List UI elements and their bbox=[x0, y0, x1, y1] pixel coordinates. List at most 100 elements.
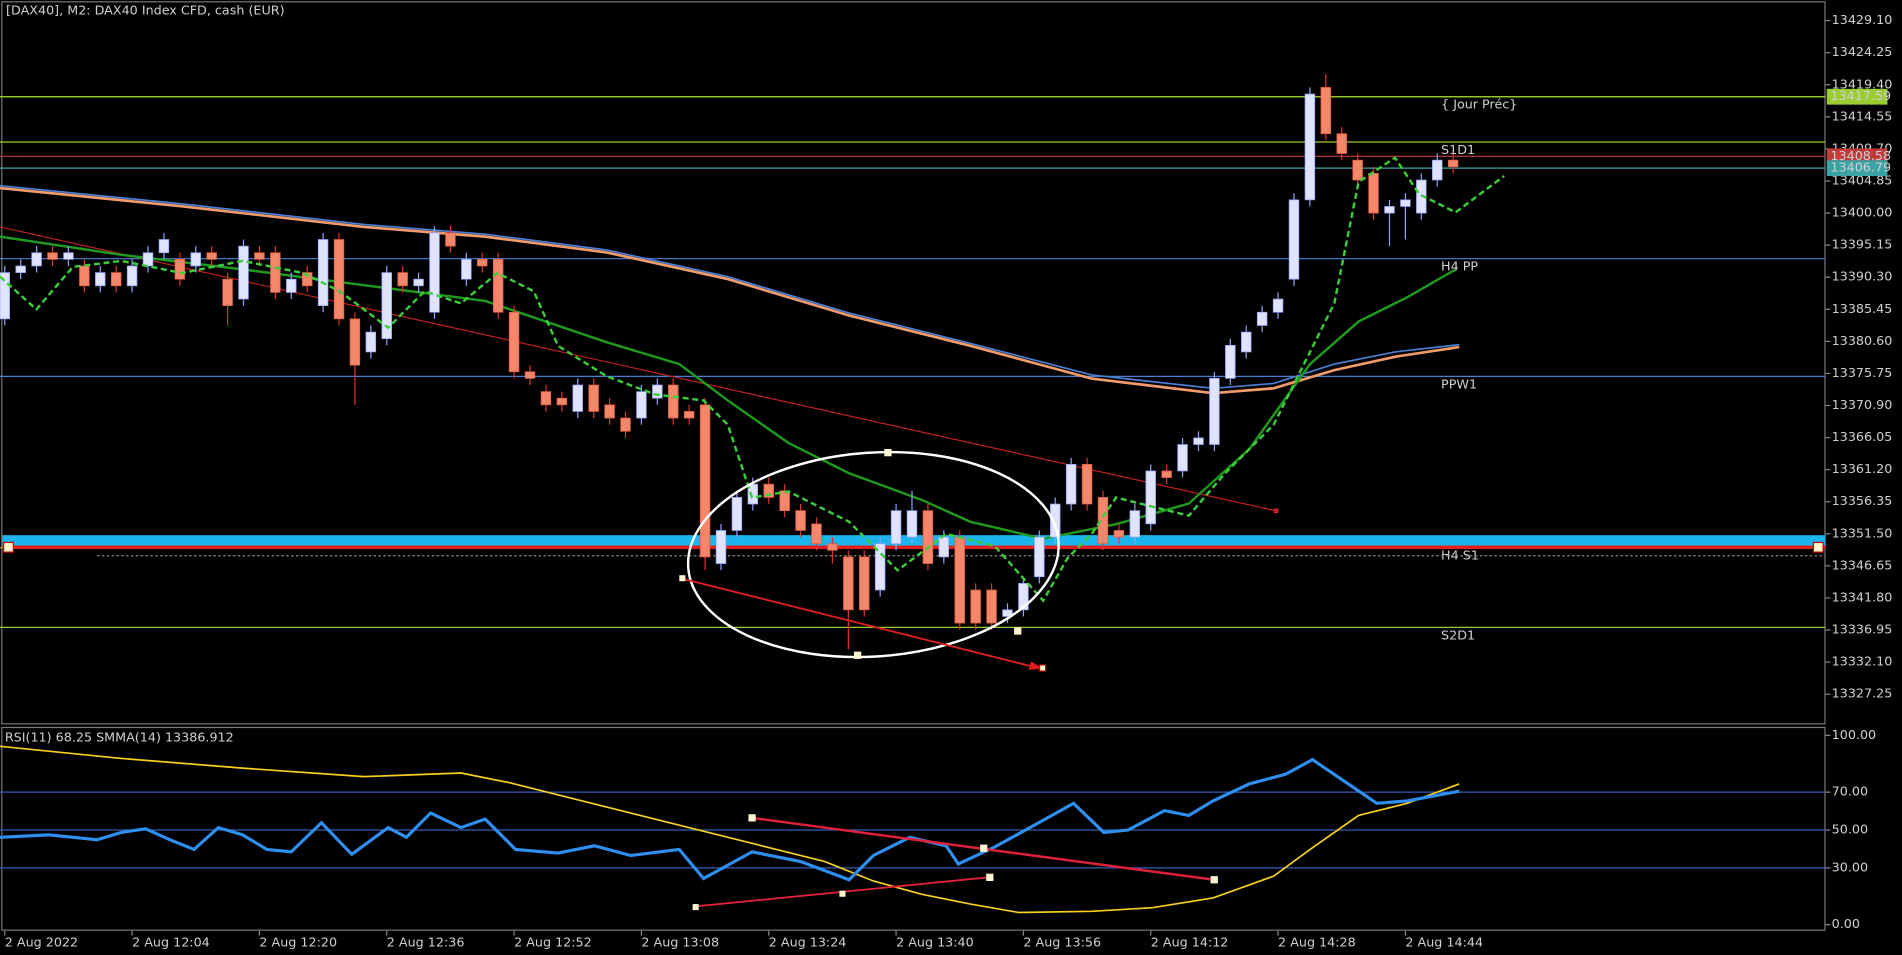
y-tick-label: 13390.30 bbox=[1832, 270, 1893, 285]
y-tick-label: 13332.10 bbox=[1832, 655, 1893, 670]
rsi-pane-frame bbox=[1, 726, 1826, 931]
candle-body bbox=[1145, 470, 1156, 525]
x-tick-label: 2 Aug 13:40 bbox=[896, 935, 974, 950]
handle bbox=[1014, 627, 1022, 635]
candle-body bbox=[508, 311, 520, 373]
candle-body bbox=[1336, 133, 1347, 154]
price-tag-label: 13408.58 bbox=[1830, 149, 1891, 164]
moving-average bbox=[0, 184, 1460, 390]
candle-body bbox=[445, 232, 456, 247]
rsi-line bbox=[0, 757, 1460, 882]
fast-average bbox=[0, 156, 1505, 603]
x-tick-label: 2 Aug 14:44 bbox=[1405, 935, 1483, 950]
candle-body bbox=[795, 510, 806, 531]
trend-line bbox=[0, 226, 1277, 512]
candle-body bbox=[556, 397, 568, 406]
y-tick-label: 13395.15 bbox=[1832, 238, 1893, 253]
rsi-tick-label: 0.00 bbox=[1832, 917, 1860, 932]
level-label: { Jour Préc} bbox=[1441, 98, 1517, 113]
candle-body bbox=[731, 497, 743, 531]
candle-body bbox=[1225, 344, 1236, 379]
y-tick-label: 13429.10 bbox=[1832, 13, 1893, 28]
candle-body bbox=[890, 510, 902, 545]
candle-body bbox=[1065, 463, 1077, 505]
candle-body bbox=[110, 272, 122, 287]
candle-body bbox=[15, 265, 26, 273]
candle-body bbox=[970, 589, 981, 624]
candle-body bbox=[349, 318, 361, 366]
handle bbox=[748, 814, 756, 822]
level-label: H4 PP bbox=[1441, 260, 1478, 275]
axes: 13429.1013424.2513419.4013414.5513409.70… bbox=[4, 13, 1893, 950]
candle-body bbox=[1241, 331, 1252, 353]
x-tick-label: 2 Aug 13:08 bbox=[641, 935, 719, 950]
candle-body bbox=[1209, 378, 1220, 445]
candle-body bbox=[668, 384, 679, 419]
candle-body bbox=[1368, 173, 1379, 214]
handle bbox=[1210, 876, 1218, 884]
level-label: H4 S1 bbox=[1441, 549, 1479, 564]
candle-body bbox=[1002, 609, 1013, 617]
candle-body bbox=[190, 252, 201, 267]
candle-body bbox=[1272, 298, 1284, 313]
x-tick-label: 2 Aug 13:24 bbox=[769, 935, 847, 950]
level-label: PPW1 bbox=[1441, 377, 1477, 392]
candle-body bbox=[1384, 206, 1395, 214]
y-tick-label: 13327.25 bbox=[1832, 687, 1893, 702]
candle-body bbox=[683, 411, 695, 419]
price-tag bbox=[1826, 148, 1888, 165]
moving-average bbox=[0, 186, 1460, 395]
y-tick-label: 13385.45 bbox=[1832, 302, 1893, 317]
candle-body bbox=[1432, 159, 1443, 181]
x-tick-label: 2 Aug 12:36 bbox=[387, 935, 465, 950]
x-tick-label: 2 Aug 12:04 bbox=[132, 935, 210, 950]
candle-body bbox=[79, 265, 90, 287]
y-tick-label: 13400.00 bbox=[1832, 206, 1893, 221]
ellipse-annotation bbox=[686, 450, 1060, 659]
candle-body bbox=[333, 239, 345, 320]
candle-body bbox=[254, 252, 265, 260]
candle-body bbox=[604, 404, 615, 419]
handle bbox=[679, 575, 686, 582]
candle-body bbox=[270, 252, 281, 293]
candle-body bbox=[540, 391, 552, 406]
candle-body bbox=[906, 510, 918, 538]
handle bbox=[839, 890, 846, 897]
candle-body bbox=[1193, 437, 1204, 445]
y-tick-label: 13424.25 bbox=[1832, 45, 1893, 60]
rsi-tick-label: 30.00 bbox=[1832, 860, 1868, 875]
x-tick-label: 2 Aug 2022 bbox=[5, 935, 78, 950]
candle-body bbox=[301, 272, 313, 287]
candle-body bbox=[779, 490, 790, 512]
divergence-arrow bbox=[682, 577, 1041, 670]
candle-body bbox=[1081, 463, 1093, 505]
candle-body bbox=[811, 523, 822, 545]
chart-title: [DAX40], M2: DAX40 Index CFD, cash (EUR) bbox=[6, 3, 284, 18]
candle-body bbox=[986, 589, 997, 624]
candle-body bbox=[63, 252, 74, 260]
candle-body bbox=[1161, 470, 1172, 478]
candle-body bbox=[126, 265, 138, 287]
candle-body bbox=[588, 384, 599, 412]
y-tick-label: 13366.05 bbox=[1832, 430, 1893, 445]
candle-body bbox=[397, 272, 408, 287]
candle-body bbox=[477, 258, 488, 267]
handle bbox=[986, 873, 994, 881]
candle-body bbox=[142, 252, 154, 267]
y-tick-label: 13375.75 bbox=[1832, 366, 1893, 381]
candle-body bbox=[524, 371, 536, 379]
candle-body bbox=[1034, 536, 1045, 578]
y-tick-label: 13356.35 bbox=[1832, 494, 1893, 509]
candle-body bbox=[1256, 311, 1268, 326]
rsi-tick-label: 100.00 bbox=[1832, 728, 1877, 743]
y-tick-label: 13351.50 bbox=[1832, 526, 1893, 541]
candle-body bbox=[1400, 199, 1411, 207]
rsi-pane bbox=[0, 791, 1826, 869]
handle bbox=[1812, 541, 1824, 553]
candle-body bbox=[0, 272, 10, 320]
candle-body bbox=[381, 272, 392, 340]
handle bbox=[1273, 508, 1279, 514]
handle bbox=[853, 651, 862, 659]
level-label: S1D1 bbox=[1441, 143, 1475, 158]
